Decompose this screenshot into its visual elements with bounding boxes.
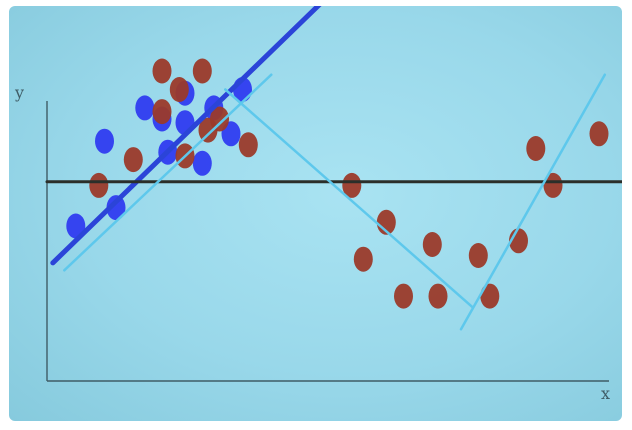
blue-point-9 [192,150,212,176]
red-point-1 [89,172,109,198]
data-points [66,58,609,309]
blue-point-2 [95,128,114,154]
red-point-17 [468,243,488,268]
red-point-5 [169,77,189,102]
red-point-10 [238,132,258,158]
red-point-2 [123,147,143,173]
scatter-plot: y x [14,6,622,403]
local-fit-line-3 [459,73,607,331]
axes: y x [14,83,610,403]
red-point-14 [394,283,413,309]
x-axis-label: x [601,384,610,403]
red-point-4 [152,99,172,125]
red-point-3 [152,58,172,84]
red-point-9 [210,106,229,132]
local-fit-line-1 [63,73,273,272]
chart-frame: y x [9,6,622,421]
fit-lines [45,6,622,331]
red-point-11 [342,172,362,198]
blue-point-1 [66,213,86,239]
red-point-16 [428,283,448,309]
y-axis-label: y [14,83,24,102]
red-point-15 [422,232,442,257]
red-point-12 [353,246,373,272]
red-point-18 [480,283,500,309]
blue-point-4 [135,95,155,121]
red-point-20 [526,136,546,161]
local-fit-line-2 [224,88,474,309]
red-point-7 [192,58,212,84]
blue-point-3 [106,195,126,221]
red-point-22 [589,121,609,147]
global-fit-line [50,6,322,266]
red-point-21 [543,172,563,198]
